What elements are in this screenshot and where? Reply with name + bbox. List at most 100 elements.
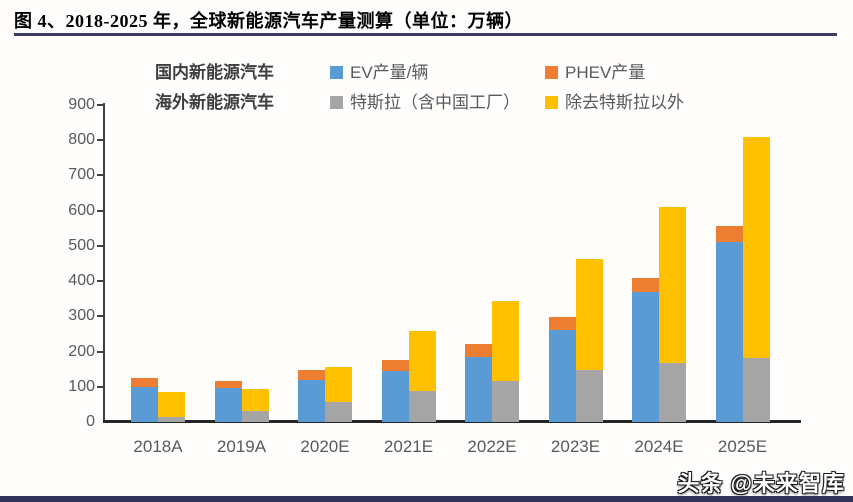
- bar-segment: [548, 317, 576, 330]
- bar-group-2020E: [298, 105, 352, 422]
- bar-segment: [214, 380, 242, 388]
- bar-segment: [715, 242, 743, 422]
- bar-segment: [131, 387, 158, 422]
- bar-group-2021E: [381, 105, 436, 422]
- x-axis-tick-label: 2018A: [133, 437, 183, 456]
- y-axis-tick: [97, 209, 104, 212]
- legend-item-ev: EV产量/辆: [330, 61, 428, 85]
- x-axis-tick-label: 2020E: [300, 437, 350, 456]
- bar-segment: [325, 367, 352, 402]
- y-axis-tick: [97, 139, 104, 142]
- bar-group-2018A: [131, 105, 185, 422]
- bar-segment: [298, 369, 325, 380]
- bar-segment: [325, 401, 352, 422]
- y-axis-tick: [97, 174, 104, 177]
- y-axis-tick: [97, 350, 104, 353]
- watermark: 头条 @未来智库: [677, 471, 845, 496]
- x-axis-tick-label: 2021E: [383, 437, 434, 456]
- bar-segment: [575, 258, 603, 370]
- bar-segment: [298, 379, 325, 422]
- bar-segment: [465, 343, 492, 357]
- bar-segment: [632, 277, 659, 293]
- bar-segment: [214, 387, 242, 422]
- bar-segment: [381, 370, 409, 422]
- stacked-bar-domestic: [465, 343, 492, 422]
- legend-group-overseas-label: 海外新能源汽车: [155, 93, 274, 112]
- legend-item-non-tesla-label: 除去特斯拉以外: [565, 93, 684, 112]
- y-axis-line: [103, 103, 105, 422]
- stacked-bar-overseas: [325, 367, 352, 422]
- bar-segment: [158, 416, 185, 422]
- y-axis-tick-label: 400: [68, 272, 95, 290]
- y-axis-tick-label: 200: [68, 342, 95, 360]
- bar-segment: [131, 377, 158, 388]
- figure-title: 图 4、2018-2025 年，全球新能源汽车产量测算（单位：万辆）: [14, 11, 523, 31]
- stacked-bar-overseas: [241, 388, 269, 422]
- phev-swatch-icon: [545, 66, 558, 79]
- bar-segment: [158, 392, 185, 417]
- bottom-divider: [0, 496, 853, 502]
- stacked-bar-domestic: [548, 317, 576, 422]
- stacked-bar-domestic: [131, 377, 158, 422]
- plot-area: [105, 105, 805, 422]
- y-axis-tick-label: 900: [68, 96, 95, 113]
- stacked-bar-domestic: [715, 226, 743, 422]
- legend-item-ev-label: EV产量/辆: [350, 63, 429, 82]
- legend-item-tesla-label: 特斯拉（含中国工厂）: [350, 93, 520, 112]
- legend-item-phev-label: PHEV产量: [565, 63, 646, 82]
- bar-group-2022E: [465, 105, 519, 422]
- y-axis-tick: [97, 280, 104, 283]
- bar-segment: [742, 358, 770, 422]
- stacked-bar-overseas: [158, 392, 185, 422]
- stacked-bar-overseas: [408, 331, 436, 422]
- legend-item-tesla: 特斯拉（含中国工厂）: [330, 91, 520, 115]
- y-axis-tick-label: 600: [68, 201, 95, 219]
- y-axis-tick-label: 100: [68, 377, 95, 395]
- bar-group-2025E: [715, 105, 770, 422]
- bar-segment: [715, 226, 743, 243]
- bar-segment: [632, 292, 659, 422]
- tesla-swatch-icon: [330, 96, 343, 109]
- y-axis-tick: [97, 385, 104, 388]
- x-axis-tick-label: 2025E: [717, 437, 768, 456]
- y-axis-tick: [97, 315, 104, 318]
- bar-segment: [742, 136, 770, 359]
- y-axis-tick-label: 700: [68, 166, 95, 184]
- x-axis-tick-label: 2024E: [634, 437, 684, 456]
- non-tesla-swatch-icon: [545, 96, 558, 109]
- stacked-bar-domestic: [632, 277, 659, 422]
- stacked-bar-domestic: [381, 359, 409, 422]
- bar-segment: [241, 411, 269, 422]
- bar-segment: [465, 356, 492, 422]
- x-axis-tick-label: 2022E: [467, 437, 517, 456]
- bar-segment: [548, 329, 576, 422]
- y-axis-tick: [97, 244, 104, 247]
- x-axis-tick-label: 2023E: [550, 437, 601, 456]
- y-axis-tick: [97, 104, 104, 106]
- bar-group-2024E: [632, 105, 686, 422]
- y-axis-tick-label: 500: [68, 236, 95, 254]
- ev-swatch-icon: [330, 66, 343, 79]
- stacked-bar-overseas: [742, 136, 770, 422]
- stacked-bar-overseas: [492, 300, 519, 422]
- y-axis-tick-label: 800: [68, 131, 95, 149]
- title-divider: [14, 33, 837, 36]
- bar-segment: [492, 381, 519, 422]
- legend-item-non-tesla: 除去特斯拉以外: [545, 91, 684, 115]
- y-axis-tick-label: 0: [86, 413, 95, 430]
- stacked-bar-overseas: [575, 258, 603, 422]
- bar-segment: [659, 362, 686, 422]
- x-axis-line: [103, 420, 801, 423]
- bar-segment: [381, 359, 409, 371]
- bar-segment: [408, 331, 436, 392]
- bar-segment: [492, 300, 519, 382]
- bar-segment: [659, 207, 686, 363]
- stacked-bar-domestic: [214, 380, 242, 422]
- y-axis-tick-label: 300: [68, 307, 95, 325]
- bar-group-2023E: [548, 105, 603, 422]
- bar-segment: [241, 388, 269, 412]
- legend-item-phev: PHEV产量: [545, 61, 645, 85]
- stacked-bar-overseas: [659, 207, 686, 422]
- bar-segment: [575, 369, 603, 422]
